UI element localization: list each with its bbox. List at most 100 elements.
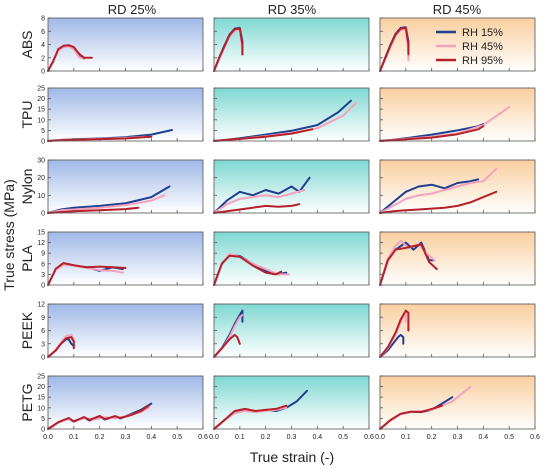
panel-background [380, 88, 535, 141]
y-tick-label: 0 [41, 69, 45, 76]
x-tick-label: 0.2 [261, 434, 271, 441]
legend-label-rh45: RH 45% [462, 41, 503, 53]
row-label-pla: PLA [19, 245, 35, 272]
panel-background [48, 18, 203, 71]
series-line-rh-95 [47, 44, 93, 72]
panel-background [48, 88, 203, 141]
y-tick-label: 9 [41, 315, 45, 322]
column-title-rd45: RD 45% [433, 2, 482, 17]
series-line-rh-45 [47, 194, 166, 214]
panel-pla-rd-25: 0 3 6 9 12 15 [37, 230, 204, 290]
series-line-rh-95 [47, 262, 127, 286]
y-tick-label: 15 [37, 107, 45, 114]
y-tick-label: 0 [41, 211, 45, 218]
y-tick-label: 15 [37, 230, 45, 237]
series-line-rh-95 [47, 206, 140, 214]
panel-background [48, 304, 203, 357]
x-tick-label: 0.0 [43, 434, 53, 441]
panel-background [380, 376, 535, 429]
series-line-rh-45 [379, 167, 498, 214]
panel-petg-rd-45: 0.0 0.1 0.2 0.3 0.4 0.5 0.6 [375, 375, 540, 441]
panel-background [380, 18, 535, 71]
panel-background [214, 232, 369, 285]
x-tick-label: 0.1 [401, 434, 411, 441]
y-tick-label: 10 [37, 193, 45, 200]
y-tick-label: 10 [37, 405, 45, 412]
series-line-rh-95 [213, 203, 301, 214]
x-tick-label: 0.1 [235, 434, 245, 441]
row-label-petg: PETG [19, 383, 35, 421]
y-tick-label: 3 [41, 272, 45, 279]
legend-label-rh95: RH 95% [462, 55, 503, 67]
panel-background [214, 18, 369, 71]
x-tick-label: 0.6 [364, 434, 374, 441]
y-tick-label: 25 [37, 374, 45, 381]
series-line-rh-95 [379, 404, 443, 430]
row-label-abs: ABS [19, 30, 35, 58]
panel-tpu-rd-35 [213, 87, 370, 142]
y-tick-label: 6 [41, 261, 45, 268]
x-tick-label: 0.5 [338, 434, 348, 441]
y-tick-label: 4 [41, 42, 45, 49]
series-line-rh-15 [213, 176, 311, 214]
panel-peek-rd-45 [379, 303, 536, 358]
y-tick-label: 30 [37, 158, 45, 165]
x-tick-label: 0.3 [121, 434, 131, 441]
panel-petg-rd-25: 0 5 10 15 20 25 0.0 0.1 0.2 0.3 0.4 0.5 0.6 [37, 374, 208, 442]
y-axis-label: True stress (MPa) [1, 179, 17, 291]
x-tick-label: 0.3 [287, 434, 297, 441]
y-tick-label: 0 [41, 427, 45, 434]
x-tick-label: 0.4 [478, 434, 488, 441]
y-tick-label: 20 [37, 175, 45, 182]
y-tick-label: 5 [41, 416, 45, 423]
panel-background [48, 232, 203, 285]
series-line-rh-95 [379, 125, 485, 142]
y-tick-label: 25 [37, 86, 45, 93]
series-line-rh-95 [47, 404, 150, 430]
y-tick-label: 10 [37, 117, 45, 124]
column-title-rd35: RD 35% [268, 2, 317, 17]
series-line-rh-95 [213, 333, 241, 358]
series-line-rh-95 [213, 254, 283, 286]
y-tick-label: 9 [41, 251, 45, 258]
panel-abs-rd-25: 0 2 4 6 8 [41, 16, 204, 76]
y-tick-label: 0 [41, 283, 45, 290]
series-line-rh-95 [213, 128, 314, 142]
series-line-rh-95 [379, 243, 438, 286]
x-tick-label: 0.3 [453, 434, 463, 441]
y-tick-label: 2 [41, 55, 45, 62]
x-tick-label: 0.6 [198, 434, 208, 441]
panel-nylon-rd-35 [213, 159, 370, 214]
x-tick-label: 0.6 [530, 434, 540, 441]
panel-tpu-rd-45 [379, 87, 536, 142]
series-line-rh-15 [379, 333, 405, 358]
x-tick-label: 0.5 [504, 434, 514, 441]
panel-abs-rd-35 [213, 17, 370, 72]
y-tick-label: 12 [37, 240, 45, 247]
panel-nylon-rd-25: 0 10 20 30 [37, 158, 204, 218]
panel-pla-rd-45 [379, 231, 536, 286]
x-tick-label: 0.2 [427, 434, 437, 441]
x-tick-label: 0.0 [209, 434, 219, 441]
y-tick-label: 5 [41, 128, 45, 135]
panel-petg-rd-35: 0.0 0.1 0.2 0.3 0.4 0.5 0.6 [209, 375, 374, 441]
series-line-rh-95 [379, 26, 410, 72]
panel-peek-rd-35 [213, 303, 370, 358]
column-title-rd25: RD 25% [108, 2, 157, 17]
x-tick-label: 0.1 [69, 434, 79, 441]
x-tick-label: 0.2 [95, 434, 105, 441]
y-tick-label: 0 [41, 139, 45, 146]
row-label-peek: PEEK [19, 311, 35, 349]
legend-label-rh15: RH 15% [462, 27, 503, 39]
panel-background [214, 304, 369, 357]
legend: RH 15% RH 45% RH 95% [436, 27, 503, 67]
series-line-rh-95 [379, 309, 410, 358]
panel-peek-rd-25: 0 3 6 9 12 [37, 302, 204, 362]
panel-tpu-rd-25: 0 5 10 15 20 25 [37, 86, 204, 146]
series-line-rh-95 [213, 404, 288, 430]
series-line-rh-15 [379, 178, 480, 214]
y-tick-label: 0 [41, 355, 45, 362]
x-axis-label: True strain (-) [250, 449, 334, 465]
panel-background [214, 376, 369, 429]
